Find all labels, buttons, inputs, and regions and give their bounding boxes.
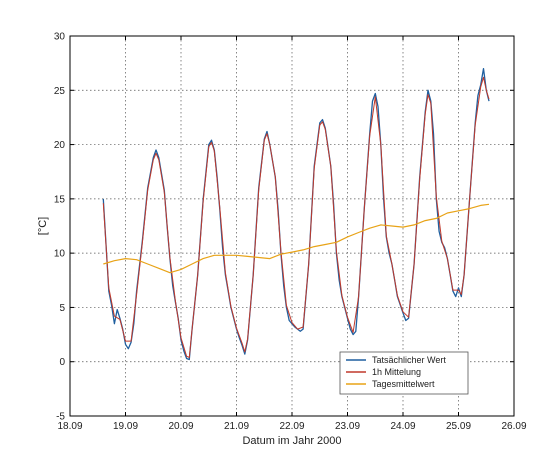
x-tick-label: 25.09 xyxy=(446,421,471,432)
legend-label-daily: Tagesmittelwert xyxy=(372,379,435,389)
y-tick-label: 20 xyxy=(54,140,66,151)
series-1h-line xyxy=(102,76,490,358)
x-tick-label: 23.09 xyxy=(335,421,360,432)
y-tick-label: 10 xyxy=(54,249,66,260)
y-tick-label: -5 xyxy=(56,412,65,423)
x-axis-ticks: 18.09 19.09 20.09 21.09 22.09 23.09 24.09 25.09… xyxy=(57,36,527,432)
x-tick-label: 20.09 xyxy=(168,421,193,432)
x-tick-label: 19.09 xyxy=(113,421,138,432)
x-tick-label: 21.09 xyxy=(224,421,249,432)
x-tick-label: 26.09 xyxy=(501,421,526,432)
y-axis-ticks: -5 0 5 10 15 20 25 30 xyxy=(54,32,514,423)
x-axis-label: Datum im Jahr 2000 xyxy=(242,435,341,447)
legend-label-actual: Tatsächlicher Wert xyxy=(372,355,446,365)
y-tick-label: 15 xyxy=(54,194,66,205)
y-tick-label: 0 xyxy=(59,357,65,368)
y-tick-label: 30 xyxy=(54,32,66,43)
y-axis-label: [°C] xyxy=(37,217,49,235)
legend: Tatsächlicher Wert 1h Mittelung Tagesmit… xyxy=(339,351,469,395)
legend-box xyxy=(339,351,469,395)
y-tick-label: 25 xyxy=(54,86,66,97)
legend-label-1h: 1h Mittelung xyxy=(372,367,421,377)
x-tick-label: 24.09 xyxy=(390,421,415,432)
x-tick-label: 18.09 xyxy=(57,421,82,432)
y-tick-label: 5 xyxy=(59,303,65,314)
x-tick-label: 22.09 xyxy=(279,421,304,432)
series-lines xyxy=(102,67,490,361)
series-daily-line xyxy=(103,203,490,274)
